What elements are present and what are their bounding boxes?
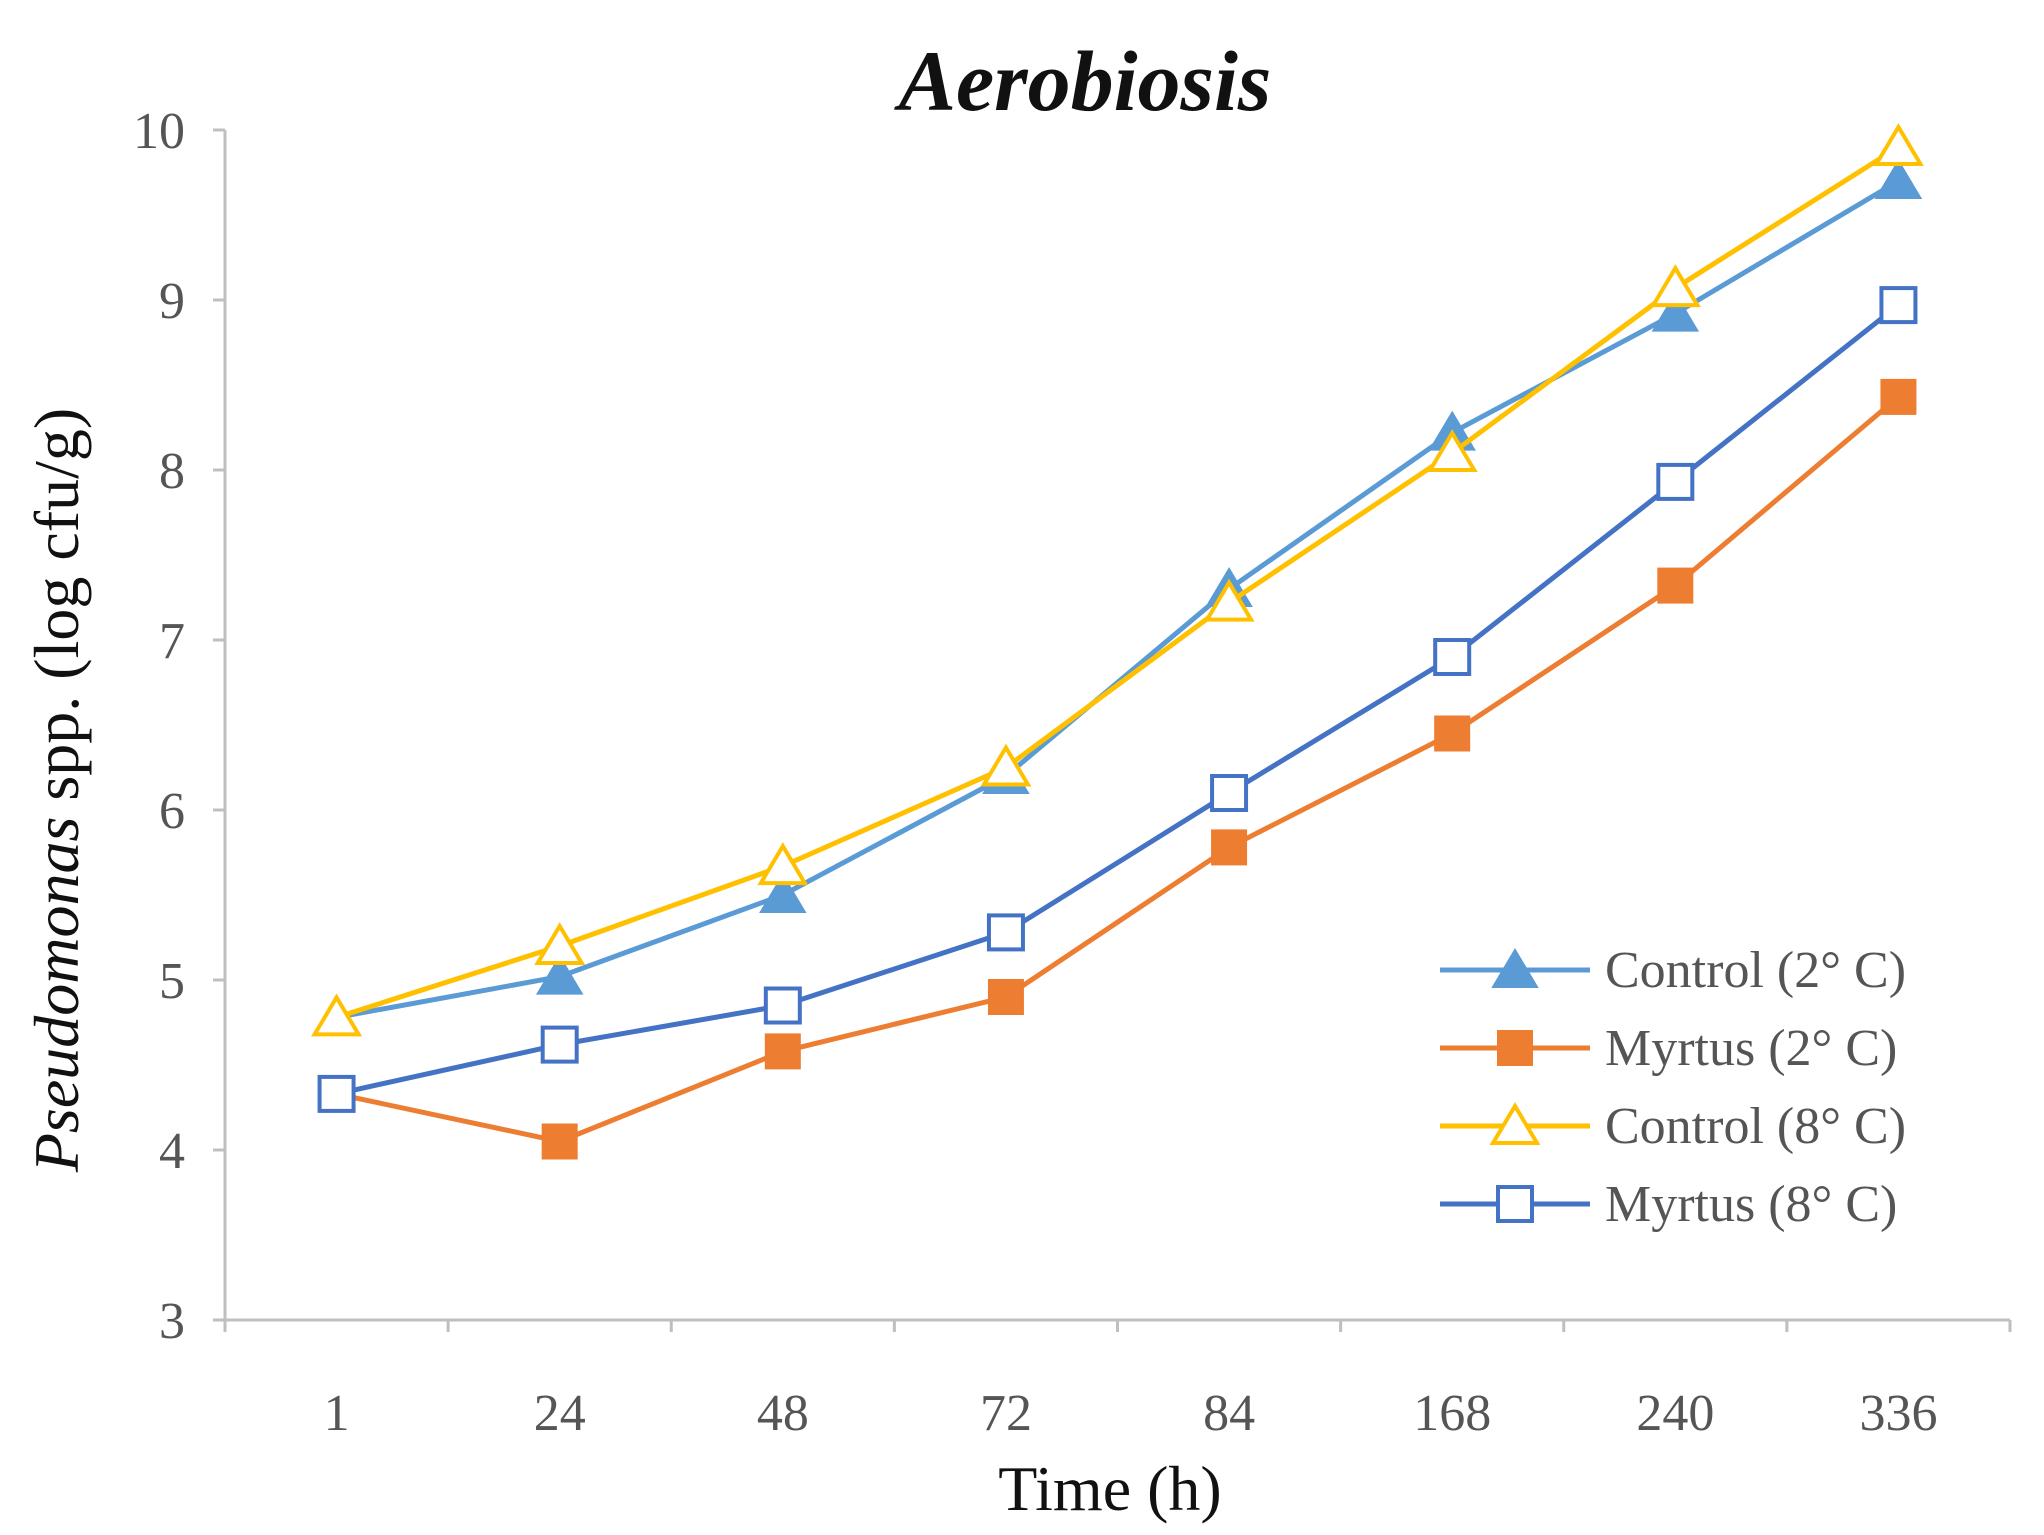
x-tick-label: 240 <box>1636 1385 1714 1442</box>
data-point <box>763 986 802 1025</box>
data-point <box>764 1033 801 1070</box>
data-point <box>1880 378 1917 415</box>
y-tick-label: 7 <box>159 613 185 670</box>
y-tick-label: 3 <box>159 1293 185 1350</box>
legend-item: Myrtus (2° C) <box>1440 1020 1897 1077</box>
data-point <box>1433 638 1472 676</box>
data-point <box>1210 774 1249 812</box>
y-tick-label: 10 <box>133 103 185 160</box>
data-point <box>987 979 1024 1015</box>
x-tick-label: 1 <box>324 1385 350 1442</box>
data-point <box>317 1074 356 1113</box>
x-tick-label: 72 <box>980 1385 1032 1442</box>
data-point <box>1649 264 1701 308</box>
data-point <box>980 743 1032 787</box>
data-point <box>1657 567 1694 604</box>
x-tick-label: 84 <box>1203 1385 1255 1442</box>
data-point <box>1211 829 1248 866</box>
data-point <box>757 842 809 886</box>
y-tick-label: 5 <box>159 953 185 1010</box>
series-4 <box>317 286 1918 1113</box>
y-axis-title: Pseudomonas spp. (log cfu/g) <box>21 408 92 1173</box>
data-point <box>759 873 807 913</box>
y-tick-label: 8 <box>159 443 185 500</box>
data-point <box>534 922 586 965</box>
x-tick-label: 24 <box>534 1385 586 1442</box>
y-tick-label: 9 <box>159 273 185 330</box>
data-point <box>1651 291 1700 332</box>
legend-label: Control (8° C) <box>1605 1098 1906 1155</box>
legend-marker <box>1489 1102 1541 1145</box>
y-axis-title-italic: Pseudomonas <box>21 817 92 1174</box>
y-tick-label: 4 <box>159 1123 185 1180</box>
data-point <box>986 913 1025 952</box>
x-tick-label: 336 <box>1859 1385 1937 1442</box>
data-point <box>1656 462 1695 501</box>
series-line <box>335 144 1900 1020</box>
data-point <box>540 1025 579 1064</box>
legend-item: Control (8° C) <box>1440 1098 1906 1155</box>
data-point <box>1874 159 1923 199</box>
data-point <box>311 993 363 1037</box>
legend-label: Myrtus (8° C) <box>1605 1176 1897 1233</box>
legend: Control (2° C) Myrtus (2° C) Control (8° C… <box>1440 942 1906 1233</box>
series-3 <box>311 123 1924 1037</box>
y-tick-label: 6 <box>159 783 185 840</box>
series-line <box>336 394 1901 1145</box>
legend-marker <box>1496 1185 1534 1223</box>
series-line <box>336 303 1900 1097</box>
data-point <box>1426 429 1478 472</box>
x-tick-label: 168 <box>1413 1385 1491 1442</box>
x-tick-labels: 1 24 48 72 84 168 240 336 <box>324 1385 1938 1442</box>
legend-marker <box>1491 948 1539 988</box>
x-tick-label: 48 <box>757 1385 809 1442</box>
series-group <box>311 123 1924 1160</box>
data-point <box>541 1123 578 1160</box>
axes <box>213 128 2012 1332</box>
legend-marker <box>1497 1030 1533 1066</box>
data-point <box>535 954 584 995</box>
legend-item: Control (2° C) <box>1440 942 1906 999</box>
legend-label: Myrtus (2° C) <box>1605 1020 1897 1077</box>
y-tick-labels: 3 4 5 6 7 8 9 10 <box>133 103 185 1350</box>
data-point <box>1879 286 1918 325</box>
y-axis-title-rest: spp. (log cfu/g) <box>21 408 92 817</box>
legend-label: Control (2° C) <box>1605 942 1906 999</box>
legend-item: Myrtus (8° C) <box>1440 1176 1897 1233</box>
data-point <box>1434 715 1471 752</box>
chart-title: Aerobiosis <box>894 33 1272 129</box>
data-point <box>1203 578 1255 622</box>
x-axis-title: Time (h) <box>998 1453 1221 1524</box>
data-point <box>1872 123 1924 166</box>
